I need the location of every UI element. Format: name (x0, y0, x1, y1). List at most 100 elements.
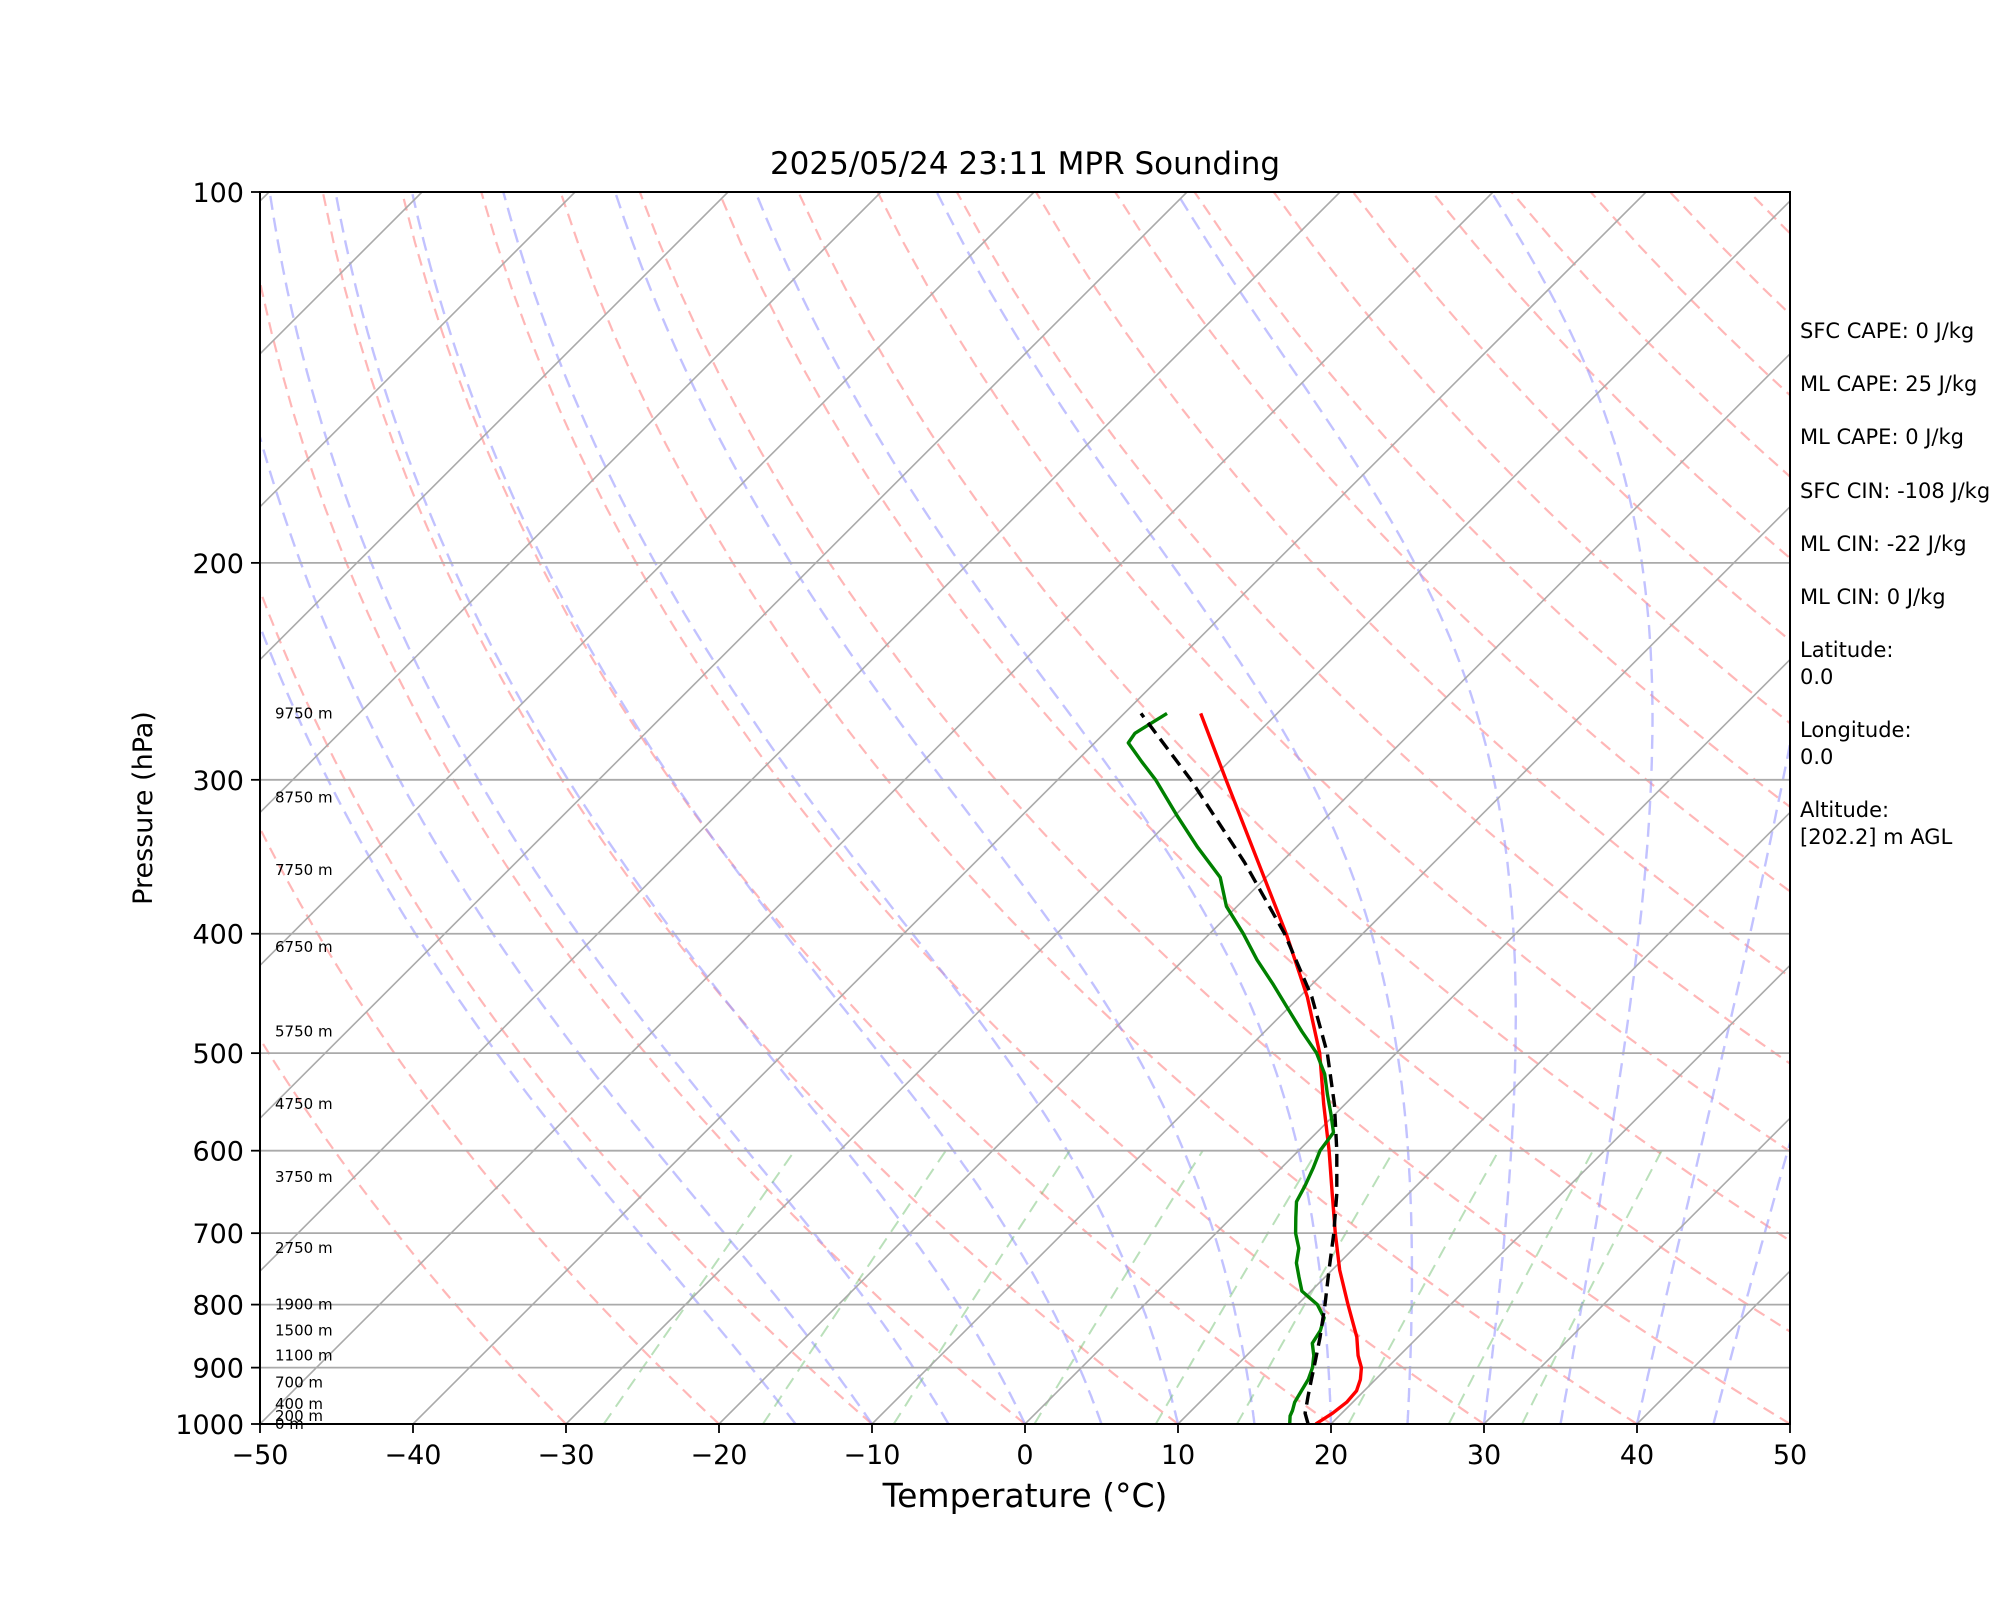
height-label: 3750 m (275, 1168, 333, 1186)
height-label: 1100 m (275, 1347, 333, 1365)
x-tick-label: −10 (844, 1440, 901, 1471)
moist-adiabat-line (1635, 737, 1790, 1424)
isotherm-line (260, 192, 1341, 1273)
dry-adiabat-line (876, 192, 1790, 1153)
mixing-ratio-line (762, 1150, 947, 1424)
height-label: 400 m (275, 1395, 323, 1413)
y-tick-label: 900 (192, 1354, 244, 1385)
mixing-ratio-line (892, 1150, 1071, 1424)
dry-adiabat-line (400, 192, 1332, 1424)
isotherm-line (0, 192, 116, 1424)
ml-cin-text: ML CIN: -22 J/kg (1800, 532, 1967, 556)
x-tick-label: −30 (538, 1440, 595, 1471)
y-tick-label: 700 (192, 1219, 244, 1250)
moist-adiabat-line (410, 192, 1103, 1424)
moist-adiabat-line (935, 192, 1414, 1424)
isobar-gridlines (260, 561, 1790, 1369)
moist-adiabat-line (334, 192, 1027, 1424)
dry-adiabat-line (260, 1036, 567, 1424)
x-tick-label: 30 (1467, 1440, 1501, 1471)
y-tick-label: 500 (192, 1039, 244, 1070)
moist-adiabat-line (1490, 192, 1654, 1424)
latitude-value: 0.0 (1800, 665, 1833, 689)
moist-adiabat-line (268, 192, 950, 1424)
moist-adiabat-line (260, 432, 873, 1424)
latitude-label: Latitude: (1800, 638, 1894, 662)
altitude-value: [202.2] m AGL (1800, 825, 1953, 849)
x-axis-ticks: −50 −40 −30 −20 −10 0 10 20 30 40 50 (232, 1424, 1807, 1471)
dry-adiabat-line (559, 192, 1638, 1424)
isotherm-line (260, 192, 1494, 1424)
moist-adiabat-line (1712, 1138, 1790, 1424)
longitude-value: 0.0 (1800, 745, 1833, 769)
isotherm-line (718, 352, 1790, 1424)
mixing-ratio-line (1521, 1150, 1663, 1424)
y-axis-label: Pressure (hPa) (128, 711, 159, 905)
isotherm-line (1483, 1117, 1790, 1424)
height-label: 200 m (275, 1407, 323, 1425)
background-reference-lines (0, 192, 1790, 1424)
height-label: 6750 m (275, 938, 333, 956)
y-axis-ticks: 100 200 300 400 500 600 700 800 900 1000 (175, 178, 260, 1441)
sounding-parameters-panel: SFC CAPE: 0 J/kg ML CAPE: 25 J/kg ML CAP… (1800, 319, 1990, 849)
x-axis-label: Temperature (°C) (882, 1476, 1168, 1515)
height-label: 5750 m (275, 1022, 333, 1040)
dry-adiabat-line (1193, 192, 1790, 809)
x-tick-label: −20 (691, 1440, 748, 1471)
ml-cin-text-2: ML CIN: 0 J/kg (1800, 585, 1946, 609)
dry-adiabat-line (1114, 192, 1790, 893)
isotherm-line (565, 199, 1790, 1424)
moist-adiabat-line (613, 192, 1256, 1424)
isotherm-line (1177, 811, 1790, 1424)
ml-cape-text-2: ML CAPE: 0 J/kg (1800, 425, 1964, 449)
y-tick-label: 1000 (175, 1410, 244, 1441)
longitude-label: Longitude: (1800, 718, 1912, 742)
temperature-profile-line (1199, 712, 1364, 1424)
y-tick-label: 800 (192, 1291, 244, 1322)
x-tick-label: 20 (1314, 1440, 1348, 1471)
isotherm-line (871, 505, 1790, 1424)
height-label: 9750 m (275, 704, 333, 722)
y-tick-label: 100 (192, 178, 244, 209)
altitude-label: Altitude: (1800, 798, 1889, 822)
moist-adiabat-line (260, 623, 797, 1424)
isotherm-line (1024, 658, 1790, 1424)
isotherm-line (260, 192, 1035, 967)
isotherm-line (260, 192, 729, 661)
height-label: 4750 m (275, 1095, 333, 1113)
ml-cape-text: ML CAPE: 25 J/kg (1800, 372, 1977, 396)
dry-adiabat-line (955, 192, 1790, 1065)
dry-adiabat-line (260, 276, 1026, 1424)
moist-adiabat-line (502, 192, 1180, 1424)
plot-frame (259, 191, 1791, 1425)
x-tick-label: 10 (1161, 1440, 1195, 1471)
x-tick-label: −40 (385, 1440, 442, 1471)
isotherm-line (412, 192, 1647, 1424)
parcel-profile-line (1139, 712, 1339, 1424)
y-tick-label: 400 (192, 920, 244, 951)
chart-title: 2025/05/24 23:11 MPR Sounding (770, 146, 1280, 182)
isotherm-line (260, 192, 1188, 1120)
sounding-profiles (1126, 711, 1364, 1424)
isotherm-line (1330, 964, 1790, 1424)
dry-adiabat-line (1035, 192, 1790, 979)
height-label: 8750 m (275, 788, 333, 806)
height-label: 1500 m (275, 1322, 333, 1340)
x-tick-label: 40 (1620, 1440, 1654, 1471)
y-tick-label: 200 (192, 549, 244, 580)
sfc-cape-text: SFC CAPE: 0 J/kg (1800, 319, 1974, 343)
dry-adiabat-line (260, 825, 720, 1424)
dry-adiabat-line (797, 192, 1790, 1243)
height-label: 1900 m (275, 1296, 333, 1314)
dry-adiabat-line (321, 192, 1179, 1424)
y-tick-label: 600 (192, 1137, 244, 1168)
mixing-ratio-line (1033, 1150, 1204, 1424)
dewpoint-profile-line (1126, 711, 1336, 1424)
y-tick-label: 300 (192, 766, 244, 797)
moist-adiabat-line (1175, 192, 1518, 1424)
mixing-ratio-line (1447, 1150, 1594, 1424)
dry-adiabat-line (717, 192, 1790, 1333)
height-label: 2750 m (275, 1239, 333, 1257)
x-tick-label: 50 (1773, 1440, 1807, 1471)
